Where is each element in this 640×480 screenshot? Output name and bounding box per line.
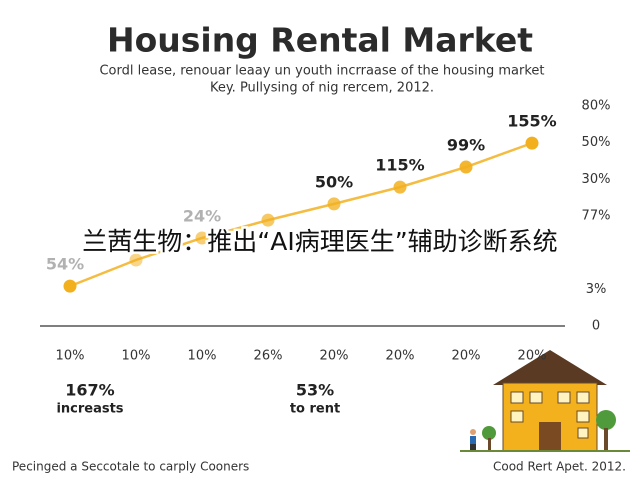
x-tick-label: 10%	[56, 349, 85, 364]
point-label: 115%	[375, 156, 424, 175]
side-label: 80%	[582, 99, 611, 114]
subtitle: Cordl lease, renouar leaay un youth incr…	[99, 64, 544, 79]
house-illustration	[460, 350, 630, 452]
side-label: 0	[592, 319, 600, 334]
point	[261, 213, 275, 227]
stat-label: increasts	[56, 402, 123, 417]
x-tick-label: 20%	[518, 349, 547, 364]
x-tick-label: 20%	[320, 349, 349, 364]
stat-value: 167%	[65, 381, 114, 400]
chart-title: Housing Rental Market	[107, 21, 533, 60]
point-label: 50%	[315, 172, 353, 191]
point-label: 99%	[447, 136, 485, 155]
point	[459, 160, 473, 174]
point	[525, 136, 539, 150]
point	[327, 197, 341, 211]
side-label: 50%	[582, 135, 611, 150]
point	[63, 279, 77, 293]
point-label: 155%	[507, 112, 556, 131]
x-tick-label: 20%	[386, 349, 415, 364]
footer-right: Cood Rert Apet. 2012.	[493, 460, 626, 474]
side-label: 3%	[586, 282, 607, 297]
side-label: 77%	[582, 209, 611, 224]
side-label: 30%	[582, 172, 611, 187]
x-tick-label: 10%	[122, 349, 151, 364]
point-label: 54%	[46, 255, 84, 274]
line	[69, 141, 533, 288]
stat-value: 53%	[296, 381, 334, 400]
point-label: 24%	[183, 207, 221, 226]
point	[129, 253, 143, 267]
point	[393, 180, 407, 194]
x-tick-label: 26%	[254, 349, 283, 364]
subtitle: Key. Pullysing of nig rercem, 2012.	[210, 81, 434, 96]
point	[195, 231, 209, 245]
stat-label: to rent	[290, 402, 340, 417]
footer-left: Pecinged a Seccotale to carply Cooners	[12, 460, 249, 474]
x-tick-label: 10%	[188, 349, 217, 364]
overlay-caption: 兰茜生物：推出“AI病理医生”辅助诊断系统	[82, 227, 557, 256]
x-tick-label: 20%	[452, 349, 481, 364]
